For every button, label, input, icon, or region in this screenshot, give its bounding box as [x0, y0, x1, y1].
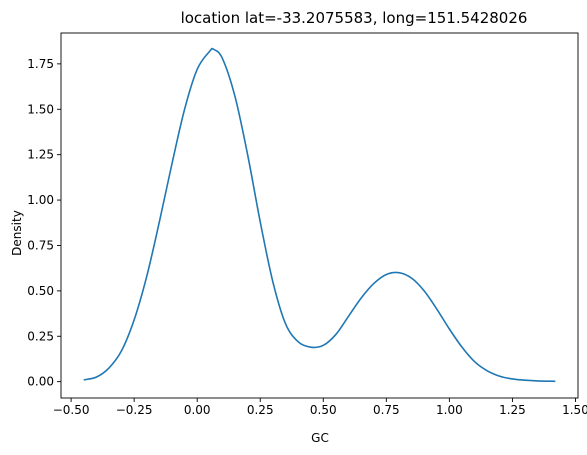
y-tick-label: 0.50: [27, 284, 54, 298]
density-line-0: [83, 47, 556, 383]
y-axis-label: Density: [10, 210, 24, 256]
y-tick-label: 1.25: [27, 148, 54, 162]
y-tick-label: 1.75: [27, 57, 54, 71]
x-tick-label: 0.00: [184, 403, 211, 417]
x-tick-label: 1.25: [499, 403, 526, 417]
y-tick-label: 0.00: [27, 375, 54, 389]
x-tick-label: −0.25: [116, 403, 153, 417]
x-tick-label: 0.75: [373, 403, 400, 417]
chart-title: location lat=-33.2075583, long=151.54280…: [181, 9, 528, 27]
y-tick-label: 0.75: [27, 238, 54, 252]
x-tick-label: −0.50: [53, 403, 90, 417]
y-tick-label: 0.25: [27, 329, 54, 343]
x-tick-label: 1.50: [562, 403, 587, 417]
y-tick-label: 1.50: [27, 102, 54, 116]
plot-frame: [60, 32, 579, 399]
x-axis-label: GC: [311, 431, 329, 445]
x-tick-label: 1.00: [436, 403, 463, 417]
y-tick-label: 1.00: [27, 193, 54, 207]
x-tick-label: 0.50: [310, 403, 337, 417]
plot-area: −0.50 −0.25 0.00 0.25 0.50 0.75 1.00 1.25 1.50 0.…: [27, 32, 587, 417]
x-tick-label: 0.25: [247, 403, 274, 417]
